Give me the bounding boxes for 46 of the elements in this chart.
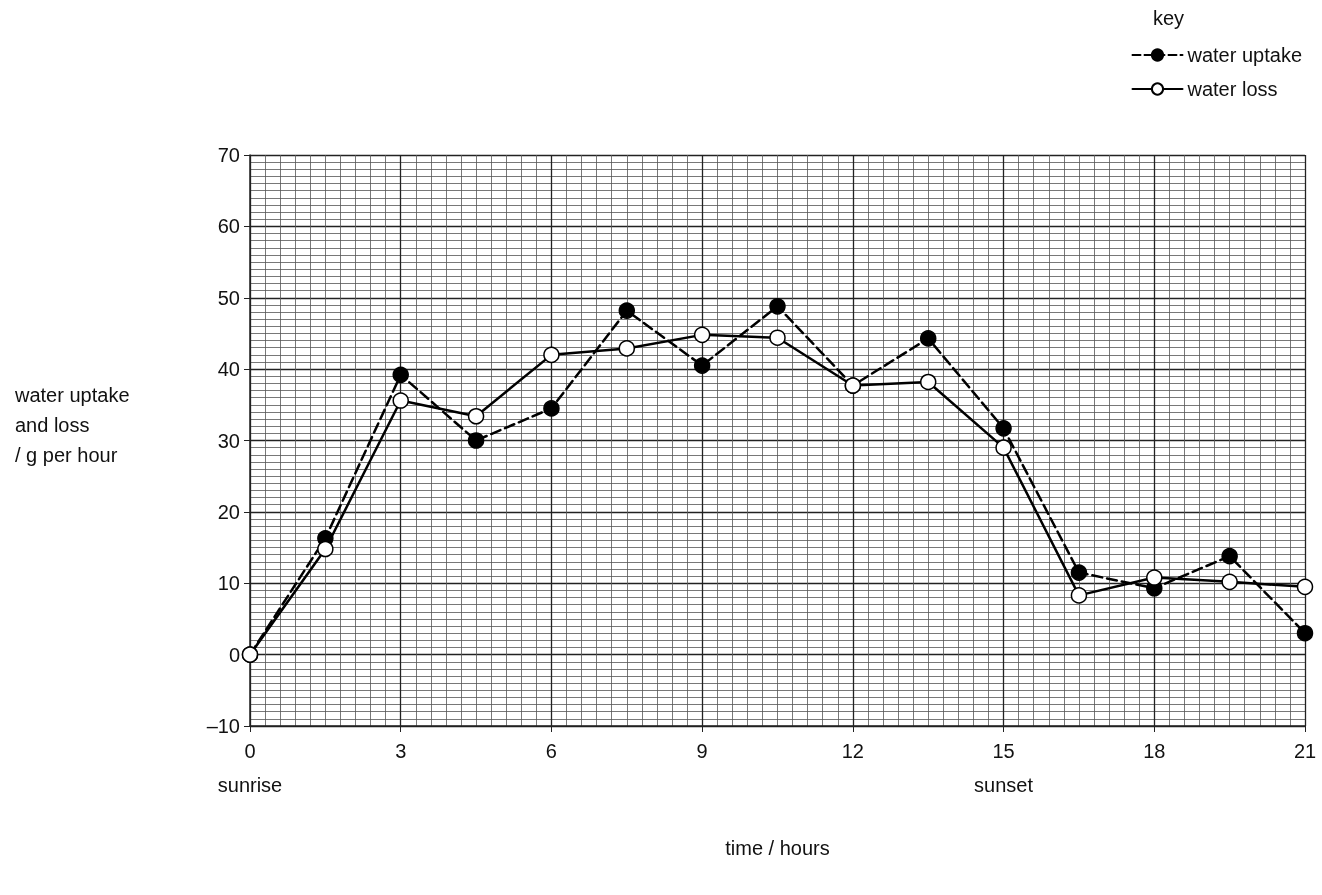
point bbox=[392, 366, 409, 384]
point bbox=[392, 392, 409, 409]
y-tick-label: 60 bbox=[217, 215, 240, 238]
y-tick-label: 70 bbox=[217, 144, 240, 166]
point bbox=[1146, 569, 1163, 586]
y-tick-label: 40 bbox=[217, 358, 240, 381]
point bbox=[1296, 578, 1314, 596]
y-tick-label: –10 bbox=[206, 715, 240, 737]
point bbox=[995, 439, 1012, 456]
point bbox=[1070, 564, 1088, 581]
point bbox=[995, 420, 1012, 437]
y-tick-label: 20 bbox=[217, 500, 240, 523]
legend-label: water loss bbox=[1186, 78, 1278, 100]
x-axis-title: time / hours bbox=[725, 837, 830, 859]
point bbox=[769, 329, 786, 346]
point bbox=[467, 432, 485, 449]
x-tick-label: 18 bbox=[1143, 740, 1166, 762]
y-tick-label: 30 bbox=[217, 429, 240, 452]
x-tick-label: 9 bbox=[696, 740, 708, 762]
y-tick-label: 50 bbox=[217, 286, 240, 309]
y-axis-title: water uptake and loss / g per hour bbox=[14, 384, 130, 466]
point bbox=[467, 407, 485, 425]
legend-title: key bbox=[1152, 7, 1184, 29]
point bbox=[317, 540, 334, 558]
x-tick-label: 0 sunrise bbox=[217, 740, 283, 796]
point bbox=[1070, 587, 1088, 604]
point bbox=[769, 298, 786, 315]
x-tick-label: 15 sunset bbox=[974, 740, 1034, 796]
point bbox=[919, 373, 937, 391]
x-tick-label: 21 bbox=[1293, 740, 1317, 762]
point bbox=[1221, 547, 1238, 565]
y-tick-label: 10 bbox=[217, 572, 240, 595]
x-tick-label: 12 bbox=[841, 740, 864, 762]
point bbox=[543, 400, 560, 417]
legend-label: water uptake bbox=[1186, 44, 1302, 66]
point bbox=[693, 357, 711, 374]
x-tick-label: 3 bbox=[395, 740, 407, 762]
point bbox=[693, 326, 711, 344]
point bbox=[618, 340, 636, 357]
point bbox=[1221, 573, 1238, 591]
x-tick-label: 6 bbox=[545, 740, 557, 762]
point bbox=[618, 302, 636, 319]
y-tick-label: 0 bbox=[228, 643, 240, 666]
point bbox=[1296, 624, 1314, 642]
point bbox=[919, 330, 937, 347]
point bbox=[543, 346, 560, 364]
